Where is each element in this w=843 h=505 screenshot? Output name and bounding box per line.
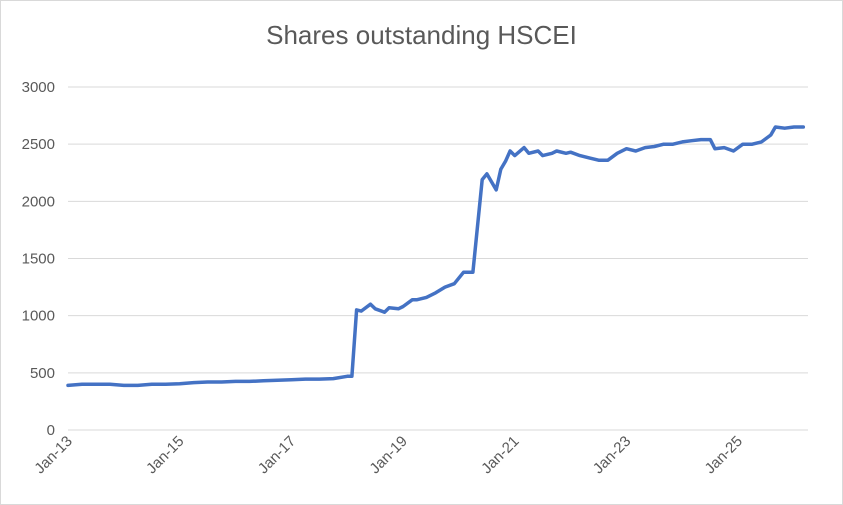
x-tick-label: Jan-25 xyxy=(702,433,746,477)
series-layer xyxy=(66,125,806,388)
series-line-0 xyxy=(66,125,806,388)
y-tick-label: 1500 xyxy=(22,251,55,268)
y-tick-label: 1000 xyxy=(22,308,55,325)
x-tick-label: Jan-15 xyxy=(143,433,187,477)
x-tick-label: Jan-19 xyxy=(366,433,410,477)
y-tick-label: 3000 xyxy=(22,79,55,96)
x-axis-ticks: Jan-13 Jan-15 Jan-17 Jan-19 Jan-21 Jan-23 Jan-… xyxy=(31,433,746,477)
y-tick-label: 2500 xyxy=(22,136,55,153)
y-axis-ticks: 0 500 1000 1500 2000 2500 3000 xyxy=(22,79,55,439)
x-tick-label: Jan-13 xyxy=(31,433,75,477)
x-tick-label: Jan-21 xyxy=(478,433,522,477)
chart-title: Shares outstanding HSCEI xyxy=(266,20,577,50)
x-tick-label: Jan-17 xyxy=(255,433,299,477)
x-tick-label: Jan-23 xyxy=(590,433,634,477)
y-tick-label: 2000 xyxy=(22,193,55,210)
y-tick-label: 500 xyxy=(30,365,55,382)
y-tick-label: 0 xyxy=(47,422,55,439)
gridlines xyxy=(68,86,808,431)
